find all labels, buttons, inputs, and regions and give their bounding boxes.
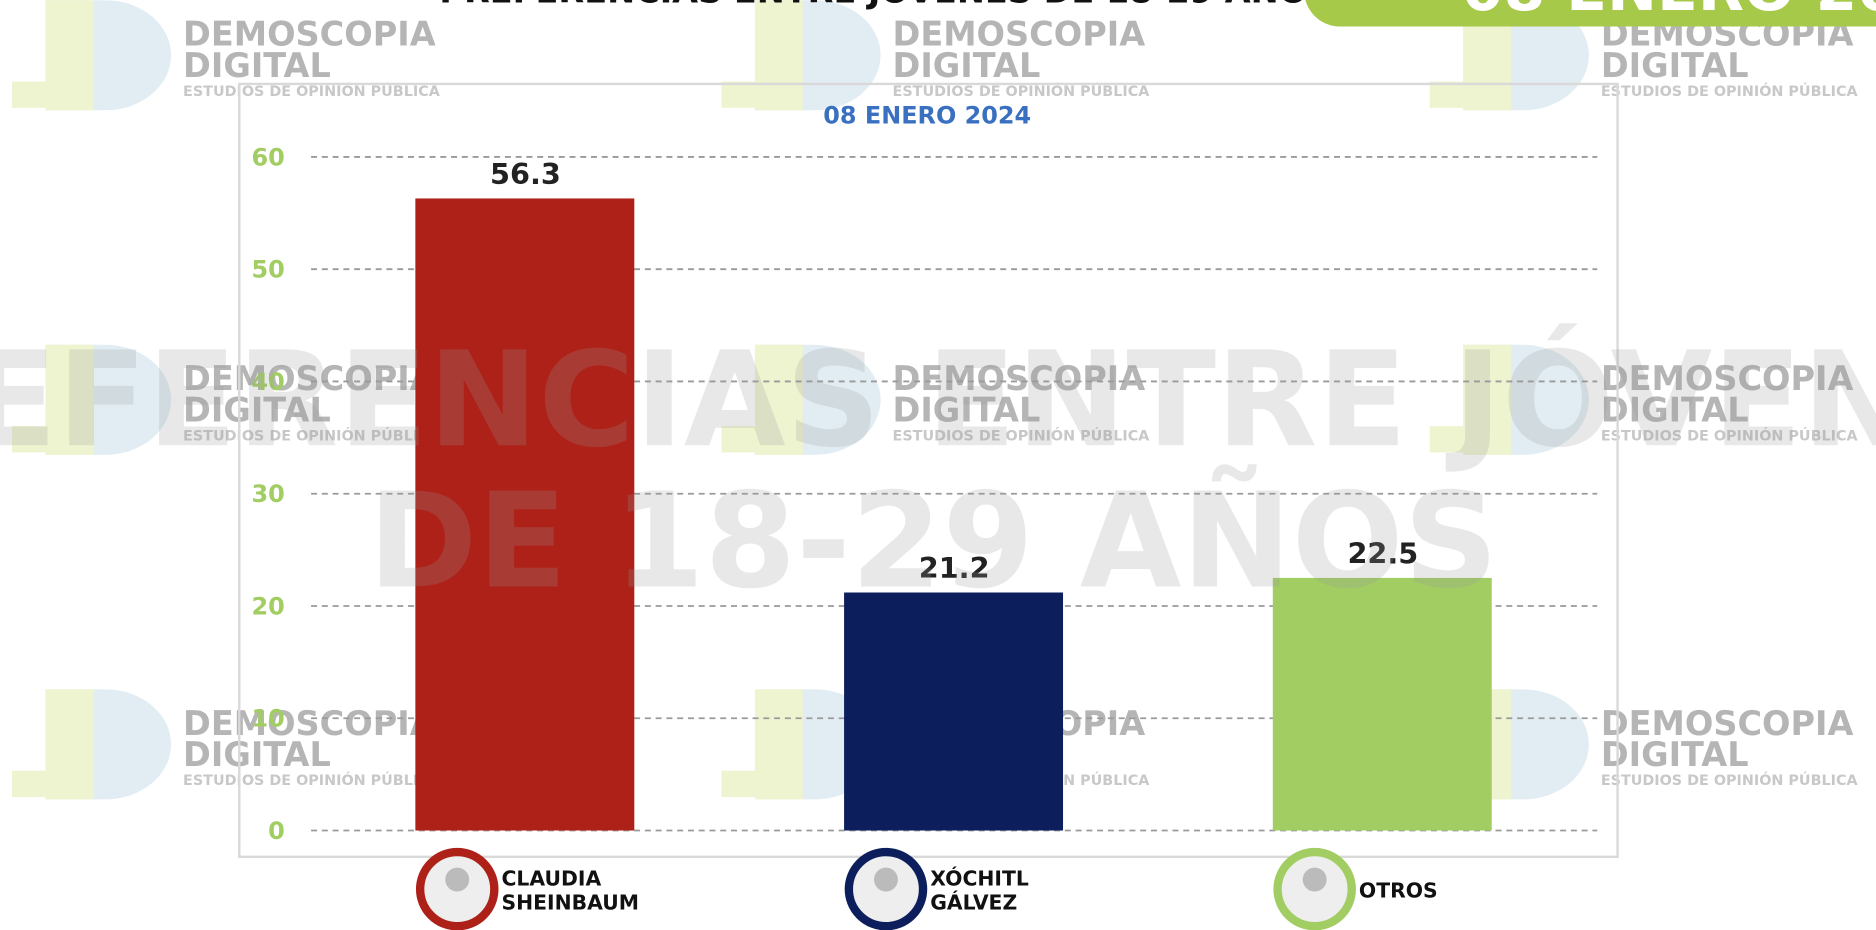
logo-tagline: ESTUDIOS DE OPINIÓN PÚBLICA: [1601, 771, 1859, 789]
chart-title: PREFERENCIAS ENTRE JÓVENES DE 18-29 AÑOS: [439, 0, 1331, 11]
logo-brand: DIGITAL: [183, 735, 331, 774]
logo-brand: DIGITAL: [1601, 735, 1749, 774]
logo-brand: DIGITAL: [893, 46, 1041, 85]
logo-step: [12, 771, 60, 797]
avatar-head: [874, 868, 898, 892]
y-tick-label: 20: [251, 592, 284, 620]
x-tick-label: XÓCHITL GÁLVEZ: [930, 862, 1109, 922]
y-tick-label: 10: [251, 705, 284, 733]
logo-tagline: ESTUDIOS DE OPINIÓN PÚBLICA: [1601, 82, 1859, 100]
logo-step: [721, 771, 769, 797]
x-tick-label: CLAUDIA SHEINBAUM: [501, 862, 680, 922]
avatar-head: [445, 868, 469, 892]
logo-brand: DIGITAL: [1601, 46, 1749, 85]
value-label: 56.3: [490, 157, 561, 191]
y-tick-label: 50: [251, 256, 284, 284]
x-label-box: CLAUDIA SHEINBAUM: [501, 862, 680, 922]
avatar-head: [1303, 868, 1327, 892]
y-tick-label: 60: [251, 143, 284, 171]
x-tick-label: OTROS: [1359, 862, 1538, 922]
watermark-headline: DE 18-29 AÑOS: [368, 463, 1498, 618]
banner-date: 08 ENERO 2024: [1462, 0, 1876, 25]
x-label-box: XÓCHITL GÁLVEZ: [930, 862, 1109, 922]
watermark-headline: PREFERENCIAS ENTRE JÓVENES: [0, 322, 1876, 477]
x-label-box: OTROS: [1359, 862, 1538, 922]
chart: DEMOSCOPIADIGITALESTUDIOS DE OPINIÓN PÚB…: [0, 0, 1876, 930]
logo-step: [12, 82, 60, 108]
logo-step: [721, 82, 769, 108]
logo-tagline: ESTUDIOS DE OPINIÓN PÚBLICA: [183, 771, 441, 789]
logo-brand: DIGITAL: [183, 46, 331, 85]
logo-step: [1430, 82, 1478, 108]
bar: [844, 593, 1063, 831]
y-tick-label: 0: [268, 817, 285, 845]
chart-subtitle: 08 ENERO 2024: [823, 101, 1031, 129]
y-tick-label: 30: [251, 480, 284, 508]
